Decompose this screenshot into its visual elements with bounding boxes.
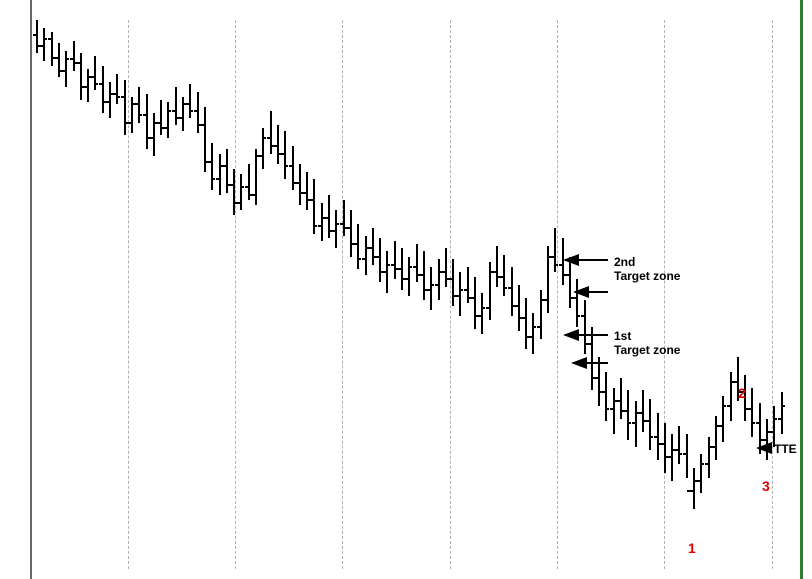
tte-label: TTE (774, 442, 797, 456)
grid-line (128, 20, 129, 569)
grid-line (235, 20, 236, 569)
mark-3: 3 (762, 478, 770, 495)
mark-2: 2 (738, 385, 746, 402)
grid-line (772, 20, 773, 569)
grid-line (342, 20, 343, 569)
grid-line (557, 20, 558, 569)
chart-border-left (30, 0, 32, 579)
target2-label: 2nd Target zone (614, 255, 680, 284)
target1-label: 1st Target zone (614, 329, 680, 358)
mark-1: 1 (688, 540, 696, 557)
grid-line (450, 20, 451, 569)
chart-border-right (800, 0, 803, 579)
ohlc-chart: 2nd Target zone 1st Target zone TTE 1 2 3 (0, 0, 812, 579)
grid-line (664, 20, 665, 569)
